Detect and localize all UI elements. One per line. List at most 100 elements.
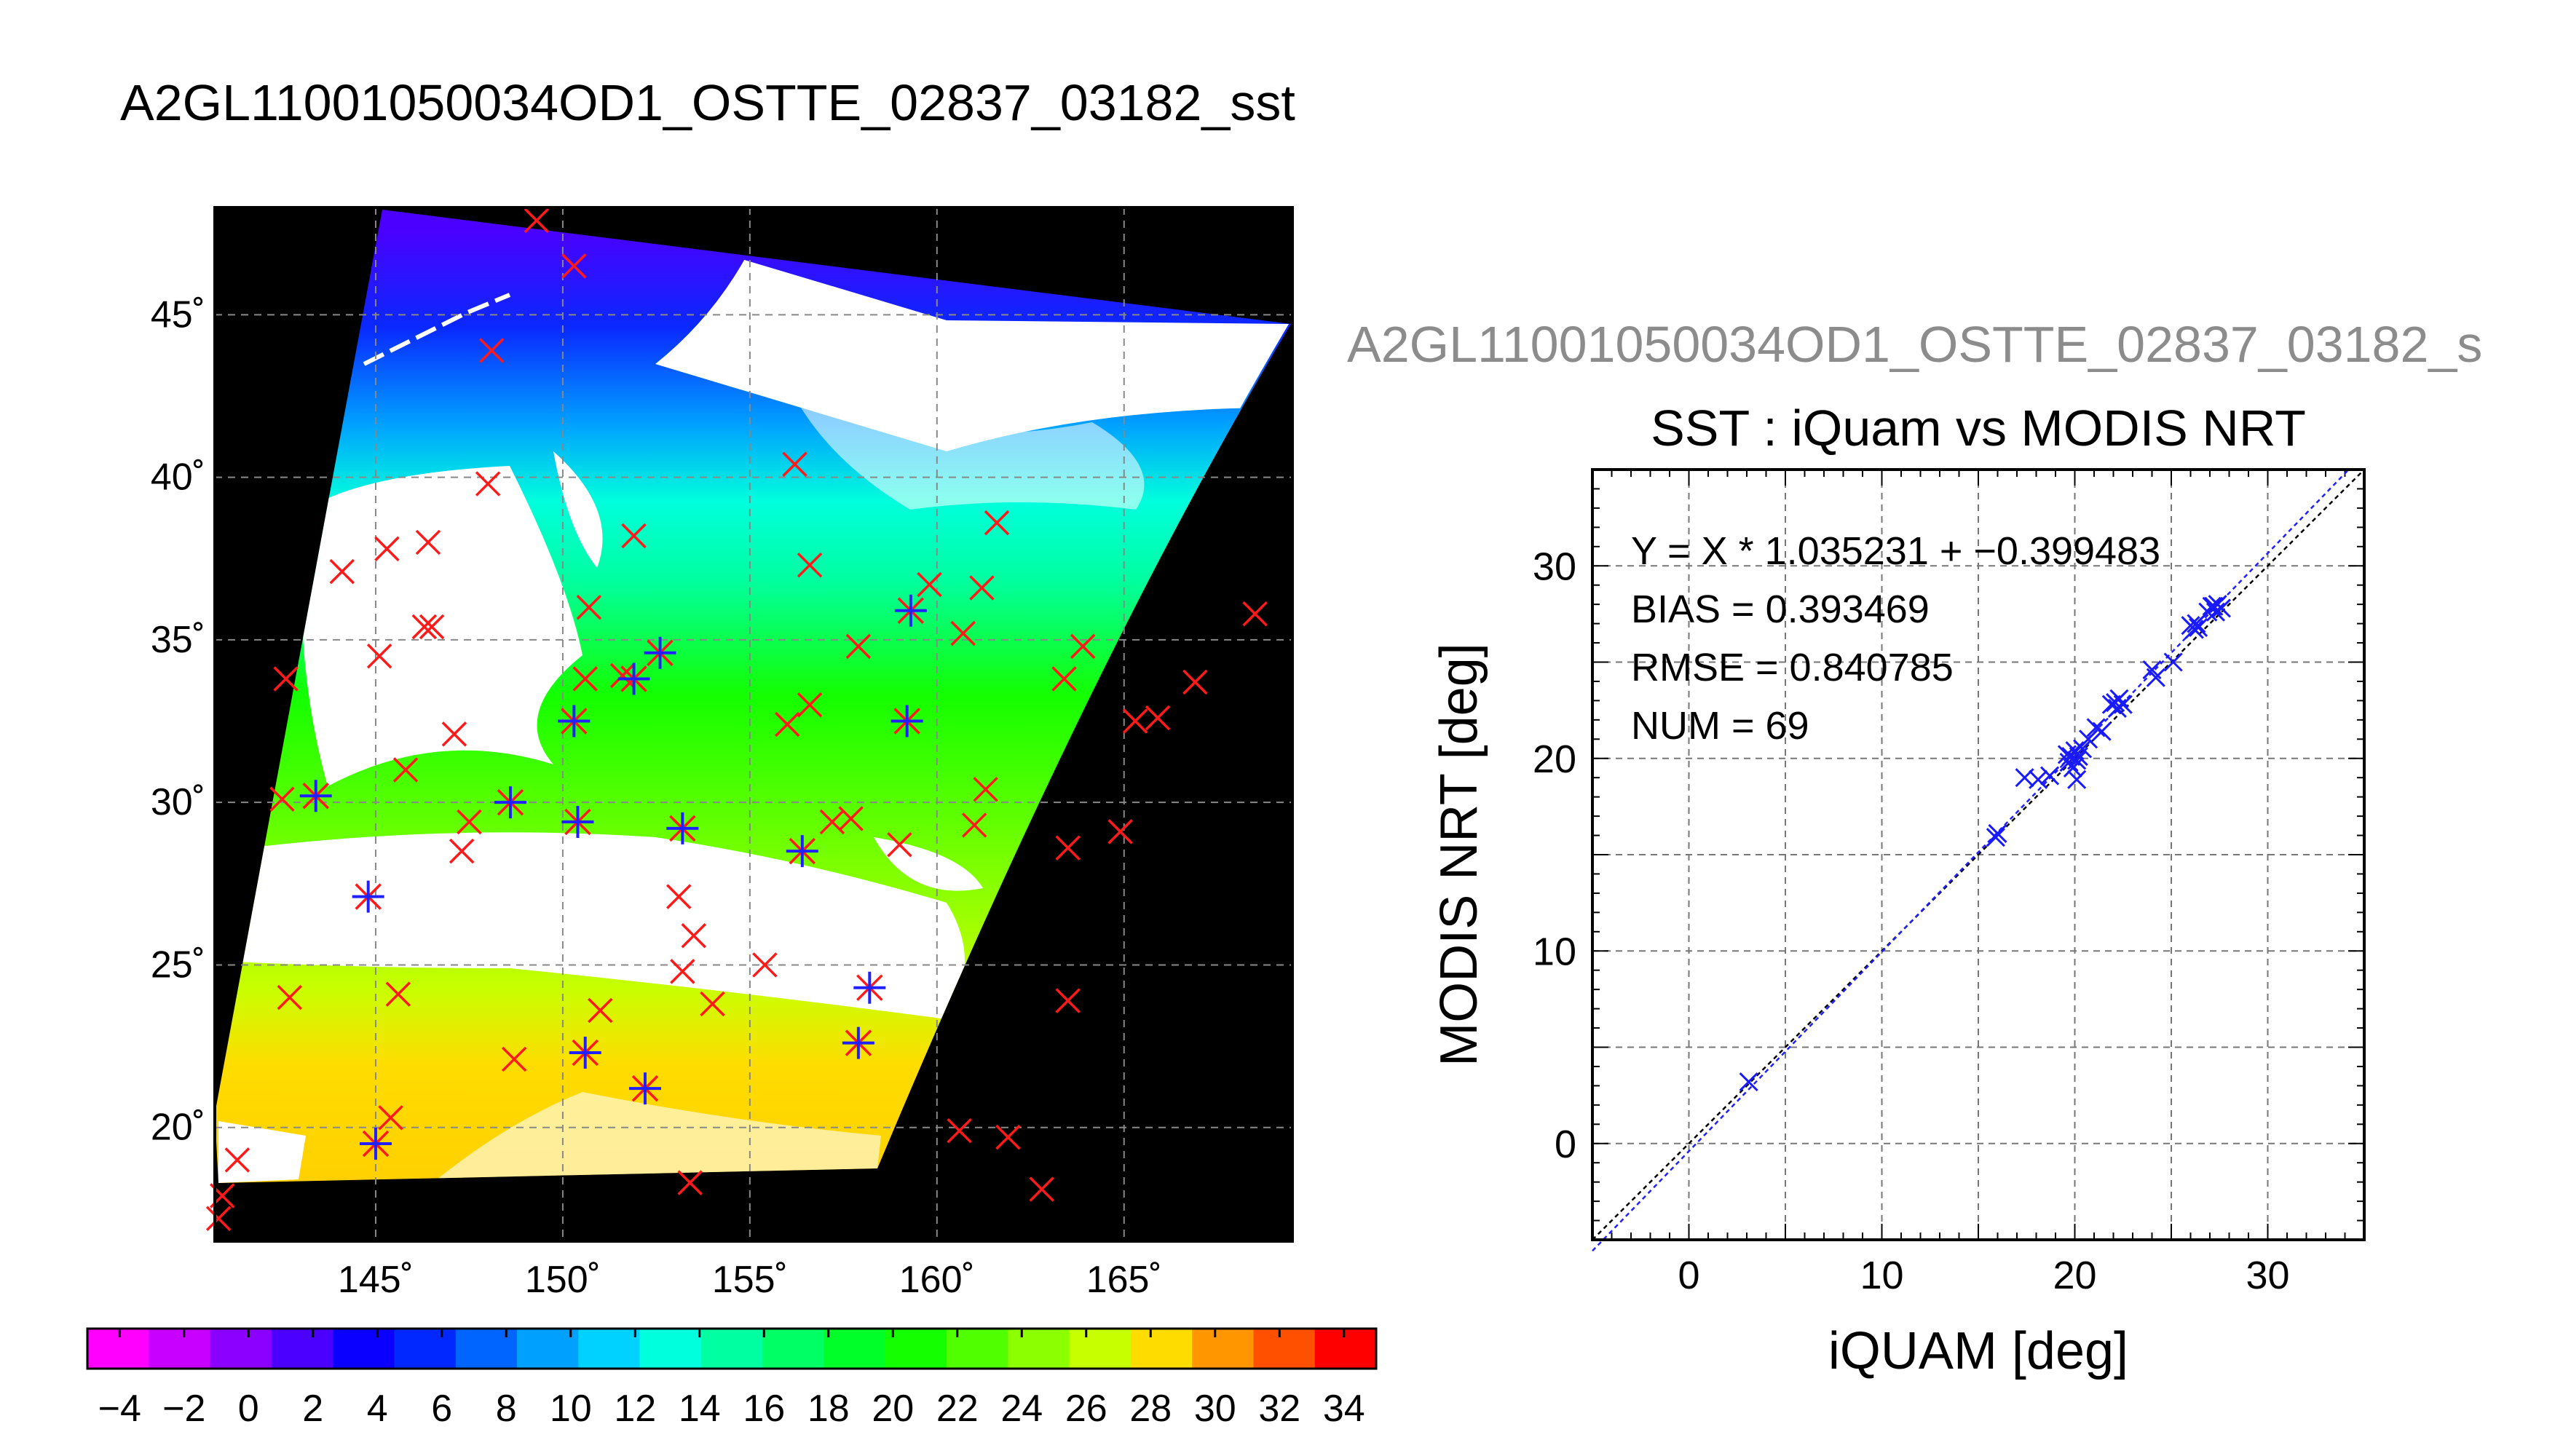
map-x-tick-label: 145˚: [338, 1259, 414, 1301]
colorbar-tick-label: 26: [1065, 1388, 1107, 1430]
colorbar-tick-label: 30: [1194, 1388, 1236, 1430]
matchup-red: [1242, 601, 1268, 627]
matchup-red: [797, 552, 823, 578]
scatter-point: [2189, 617, 2208, 637]
matchup-red: [561, 253, 587, 279]
colorbar-tick-label: 6: [431, 1388, 452, 1430]
scatter-point: [2065, 741, 2085, 761]
colorbar-tick-label: 22: [936, 1388, 979, 1430]
matchup-red: [269, 786, 295, 812]
scatter-title: SST : iQuam vs MODIS NRT: [1651, 400, 2306, 456]
colorbar-swatch: [271, 1329, 334, 1369]
colorbar-tick-label: 8: [496, 1388, 517, 1430]
map-y-tick-label: 25˚: [151, 943, 205, 986]
matchup-red: [666, 884, 692, 909]
y-axis-label: MODIS NRT [deg]: [1430, 643, 1488, 1067]
matchup-red: [374, 536, 400, 562]
map-x-tick-label: 165˚: [1086, 1259, 1162, 1301]
map-x-tick-label: 155˚: [712, 1259, 788, 1301]
colorbar-swatch: [700, 1329, 764, 1369]
matchup-red: [1182, 669, 1208, 695]
matchup-red: [1055, 835, 1081, 860]
matchup-red: [572, 666, 598, 692]
colorbar-labels: −4 −2 0 2 4 6 8 10 12 14 16 18 20 22 24 26 28 30 32 34: [98, 1329, 1365, 1430]
matchup-red: [995, 1124, 1021, 1150]
matchup-red: [819, 809, 845, 835]
matchups-blue: [299, 594, 927, 1160]
colorbar-frame: [86, 1327, 1378, 1370]
matchup-red: [845, 633, 872, 660]
colorbar-swatch: [885, 1329, 947, 1369]
colorbar-tick-label: 24: [1000, 1388, 1043, 1430]
scatter-point: [2163, 652, 2183, 672]
colorbar-tick-label: 16: [743, 1388, 785, 1430]
scatter-point: [2029, 769, 2048, 789]
matchup-red: [392, 757, 419, 783]
colorbar-swatch: [210, 1329, 272, 1369]
matchup-red: [1051, 666, 1077, 692]
matchup-red: [782, 451, 807, 478]
colorbar-swatch: [1314, 1329, 1377, 1369]
colorbar-tick-label: −2: [162, 1388, 205, 1430]
figure-title: A2GL11001050034OD1_OSTTE_02837_03182_sst: [120, 74, 1295, 131]
matchup-red: [838, 806, 864, 831]
colorbar-swatch: [517, 1329, 580, 1369]
matchup-red: [775, 711, 800, 737]
matchup-red: [621, 523, 647, 549]
matchup-red: [441, 721, 467, 747]
colorbar-swatch: [1253, 1329, 1316, 1369]
matchup-red: [752, 952, 778, 978]
colorbar-tick-label: 28: [1129, 1388, 1172, 1430]
matchup-red: [366, 643, 392, 669]
matchup-red: [973, 777, 998, 802]
colorbar-tick-label: 4: [367, 1388, 388, 1430]
matchup-red: [961, 812, 987, 838]
matchup-red: [1055, 988, 1081, 1013]
stats-block: Y = X * 1.035231 + −0.399483 BIAS = 0.393…: [1631, 529, 2160, 748]
colorbar-tick-label: 10: [550, 1388, 592, 1430]
scatter-x-ticks: 0 10 20 30: [1678, 1254, 2289, 1297]
map-y-tick-label: 45˚: [151, 293, 205, 336]
colorbar-swatch: [149, 1329, 211, 1369]
cloud-mask: [218, 218, 1289, 1183]
colorbar-swatch: [578, 1329, 641, 1369]
stats-line: NUM = 69: [1631, 704, 1809, 748]
scatter-point: [2113, 695, 2133, 714]
scatter-y-ticks: 0 10 20 30: [1533, 545, 1576, 1166]
colorbar-tick-label: 34: [1323, 1388, 1365, 1430]
matchup-red: [700, 991, 725, 1017]
matchup-red: [1029, 1176, 1054, 1202]
scatter-x-tick-label: 0: [1678, 1254, 1699, 1297]
identity-line: [1592, 469, 2365, 1241]
scatter-point: [2142, 660, 2162, 680]
scatter-point: [2039, 766, 2060, 786]
matchup-red: [419, 614, 445, 640]
matchup-red: [609, 662, 636, 689]
colorbar-swatch: [455, 1329, 518, 1369]
scatter-point: [2204, 596, 2224, 616]
scatter-x-tick-label: 10: [1860, 1254, 1903, 1297]
scatter-y-tick-label: 20: [1533, 737, 1576, 781]
map-y-tick-label: 30˚: [151, 781, 205, 823]
colorbar-tick-label: −4: [98, 1388, 141, 1430]
colorbar-swatch: [87, 1329, 150, 1369]
colorbar-swatch: [394, 1329, 457, 1369]
scatter-header: A2GL11001050034OD1_OSTTE_02837_03182_s: [1347, 316, 2482, 373]
map-y-tick-label: 40˚: [151, 456, 205, 499]
scatter-panel: A2GL11001050034OD1_OSTTE_02837_03182_s S…: [1347, 316, 2482, 1380]
scatter-frame: [1591, 468, 2366, 1241]
matchup-red: [277, 984, 303, 1010]
sst-map-panel: 145˚ 150˚ 155˚ 160˚ 165˚ 20˚ 25˚ 30˚ 35˚ 40˚ 45˚: [151, 206, 1294, 1301]
matchup-red: [449, 838, 475, 864]
stats-line: Y = X * 1.035231 + −0.399483: [1631, 529, 2160, 573]
matchup-red: [576, 595, 602, 620]
map-frame: [213, 206, 1294, 1243]
colorbar-tick-label: 18: [807, 1388, 850, 1430]
scatter-point: [2067, 751, 2087, 770]
scatter-point: [2061, 747, 2081, 767]
matchup-red: [1107, 819, 1133, 844]
matchup-red: [588, 997, 613, 1024]
colorbar-swatch: [762, 1329, 825, 1369]
colorbar-swatch: [333, 1329, 395, 1369]
colorbar-tick-label: 32: [1258, 1388, 1300, 1430]
